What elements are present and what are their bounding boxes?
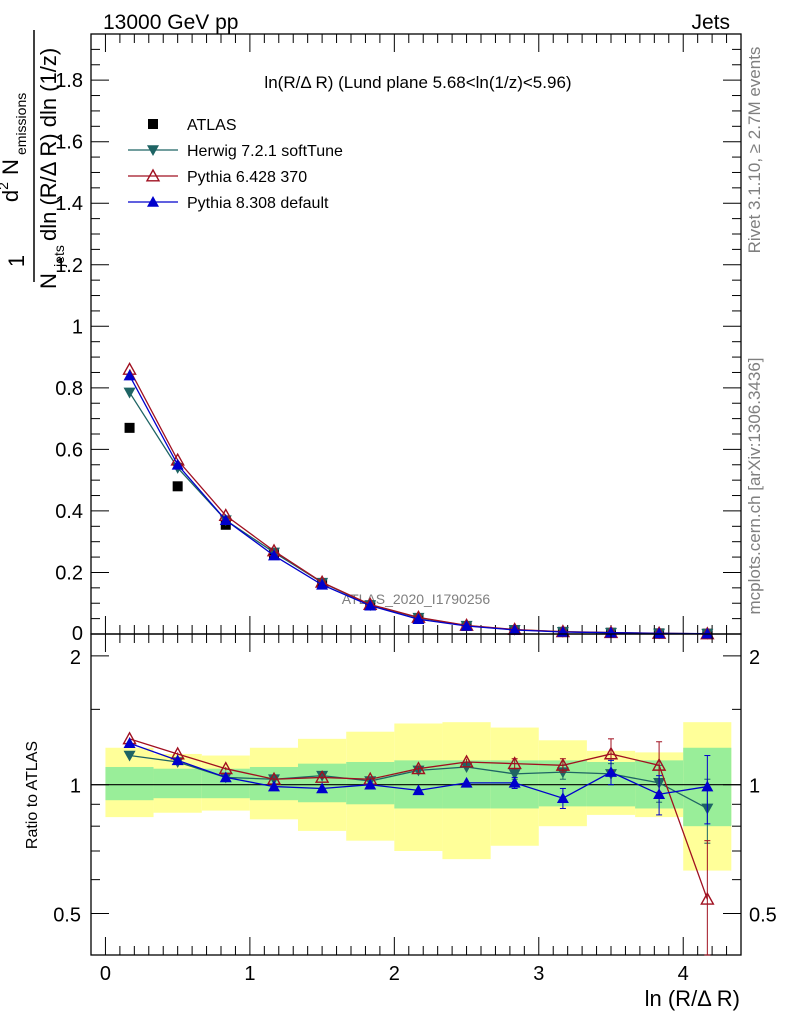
ratio-y-tick-label: 2	[70, 647, 81, 669]
ratio-data-point	[605, 766, 617, 777]
main-data-point	[171, 458, 184, 470]
main-y-tick-label: 1.8	[55, 70, 83, 92]
main-data-point	[508, 624, 521, 635]
legend-label: Herwig 7.2.1 softTune	[187, 143, 343, 160]
ratio-data-point	[460, 776, 473, 788]
legend-item: ATLAS	[148, 117, 237, 134]
main-data-point	[124, 422, 135, 433]
legend-marker	[148, 119, 158, 129]
main-data-point	[219, 514, 232, 525]
ratio-data-point	[555, 757, 571, 771]
legend-item: Pythia 6.428 370	[128, 168, 307, 186]
main-title: ln(R/Δ R) (Lund plane 5.68<ln(1/z)<5.96)	[264, 73, 571, 92]
header-right: Jets	[691, 11, 730, 34]
ratio-data-point	[508, 769, 521, 780]
ylabel-emissions-sub: emissions	[13, 93, 29, 155]
main-panel: 0.2 0.4 0.6 0.8 1 1.2 1.4 1.6 1.8 0 ln(R/Δ R) (Lun…	[55, 33, 742, 645]
main-y-tick-label: 1	[72, 316, 83, 338]
ratio-data-point	[651, 757, 667, 771]
main-y-tick-label: 1.4	[55, 193, 83, 215]
legend-marker	[147, 145, 159, 156]
ratio-data-point	[316, 782, 329, 794]
ratio-data-point	[701, 780, 714, 792]
ratio-data-point	[268, 780, 281, 792]
watermark: ATLAS_2020_I1790256	[342, 591, 491, 607]
header-left: 13000 GeV pp	[103, 11, 238, 34]
ratio-data-point	[556, 792, 569, 803]
ratio-data-point	[314, 769, 330, 783]
main-data-point	[172, 481, 183, 492]
main-data-point	[605, 626, 617, 638]
ratio-y-tick-label: 0.5	[53, 905, 81, 927]
ratio-data-point	[171, 754, 184, 766]
main-series-3	[123, 369, 714, 639]
x-axis-title: ln (R/Δ R)	[645, 986, 740, 1011]
ratio-data-point	[412, 784, 425, 796]
main-data-point	[364, 599, 377, 611]
ylabel-n-emissions: N	[0, 159, 23, 175]
main-data-point	[701, 627, 714, 639]
main-data-point	[316, 578, 329, 590]
ylabel-n: N	[36, 273, 61, 289]
main-y-tick-label: 0.8	[55, 378, 83, 400]
main-y-axis-title: 1 N jets dln (R/Δ R) dln (1/z) d 2 N emi…	[0, 30, 67, 289]
x-tick-label: 3	[533, 963, 544, 985]
main-data-point	[123, 387, 136, 399]
stat-band-bin	[153, 768, 202, 799]
stat-band-bin	[105, 766, 154, 801]
ratio-panel: 0.5 0.5 1 1 2 2 0 1 2 3 4	[53, 633, 777, 985]
ratio-y-tick-label-right: 0.5	[749, 905, 777, 927]
legend-marker	[145, 168, 161, 182]
ylabel-dln: dln (R/Δ R) dln (1/z)	[36, 48, 61, 241]
ratio-data-point	[507, 756, 522, 770]
ratio-data-point	[219, 771, 232, 783]
ylabel-jets-sub: jets	[51, 245, 67, 268]
ratio-data-point	[653, 788, 666, 800]
x-tick-label: 0	[100, 963, 111, 985]
ylabel-numerator-one: 1	[4, 255, 29, 267]
main-data-point	[268, 549, 281, 561]
main-data-point	[123, 369, 136, 381]
main-y-tick-label: 1.6	[55, 132, 83, 154]
ratio-data-point	[508, 776, 521, 788]
ylabel-d: d	[0, 190, 23, 202]
legend-label: Pythia 6.428 370	[187, 169, 307, 186]
main-data-point	[412, 613, 425, 625]
legend: ATLAS Herwig 7.2.1 softTune Pythia 6.428 3…	[128, 117, 343, 212]
ratio-data-point	[123, 750, 136, 762]
x-tick-label: 4	[678, 963, 689, 985]
main-y-tick-label: 1.2	[55, 255, 83, 277]
main-y-tick-label: 0.6	[55, 439, 83, 461]
main-y-tick-label: 0.4	[55, 501, 83, 523]
ratio-y-tick-label-right: 2	[749, 647, 760, 669]
ratio-y-tick-label: 1	[70, 776, 81, 798]
ratio-data-point	[700, 891, 715, 905]
ratio-data-point	[603, 746, 619, 760]
ratio-frame	[90, 633, 742, 956]
x-tick-label: 1	[244, 963, 255, 985]
legend-label: ATLAS	[187, 117, 237, 134]
ratio-data-point	[364, 778, 377, 790]
legend-item: Herwig 7.2.1 softTune	[128, 143, 343, 160]
mcplots-label: mcplots.cern.ch [arXiv:1306.3436]	[745, 357, 764, 614]
ratio-series-2	[123, 737, 714, 825]
main-y-tick-label: 0.2	[55, 562, 83, 584]
ratio-data-point	[460, 762, 473, 773]
ratio-data-point	[411, 761, 426, 775]
ratio-data-point	[459, 754, 474, 768]
legend-item: Pythia 8.308 default	[128, 195, 329, 212]
ylabel-d-sup: 2	[0, 182, 11, 190]
ratio-y-axis-title: Ratio to ATLAS	[24, 741, 41, 849]
legend-marker	[147, 196, 159, 207]
x-tick-label: 2	[389, 963, 400, 985]
main-data-point	[653, 627, 666, 639]
main-y-tick-label-zero: 0	[72, 623, 83, 645]
legend-label: Pythia 8.308 default	[187, 195, 329, 212]
ratio-data-point	[123, 737, 136, 749]
main-data-point	[460, 620, 473, 631]
ratio-y-tick-label-right: 1	[749, 776, 760, 798]
rivet-label: Rivet 3.1.10, ≥ 2.7M events	[745, 47, 764, 254]
ratio-series-1	[122, 731, 715, 956]
